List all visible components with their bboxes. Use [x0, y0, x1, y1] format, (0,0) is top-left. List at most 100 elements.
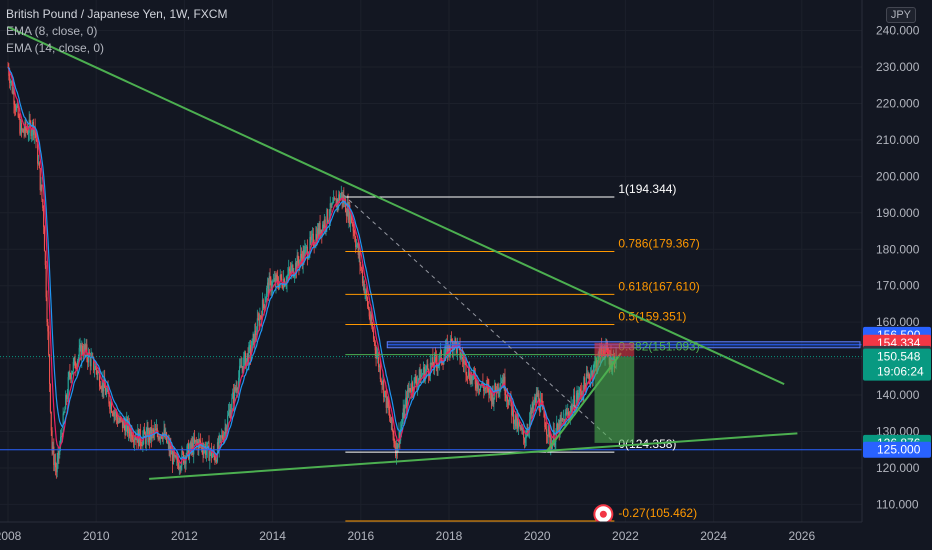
candle-body: [495, 383, 497, 391]
candle-body: [262, 299, 264, 305]
y-tick-label: 220.000: [876, 96, 920, 110]
candle-body: [417, 378, 420, 383]
candle-body: [166, 441, 168, 443]
candle-body: [576, 393, 578, 400]
candle-body: [258, 318, 260, 327]
candle-body: [408, 388, 410, 392]
candle-body: [114, 412, 116, 414]
candle-body: [51, 430, 53, 451]
candle-body: [59, 446, 61, 456]
candle-body: [80, 345, 82, 360]
candle-body: [543, 407, 545, 418]
candle-body: [222, 435, 224, 439]
candle-body: [41, 184, 43, 200]
candle-body: [326, 209, 328, 227]
candle-body: [399, 431, 401, 441]
candle-body: [523, 437, 526, 443]
candle-body: [558, 423, 560, 435]
candle-body: [177, 456, 179, 463]
candle-body: [375, 350, 377, 358]
candle-body: [292, 265, 294, 277]
candle-body: [176, 456, 178, 459]
candle-body: [52, 446, 54, 451]
candle-body: [316, 234, 318, 244]
candle-body: [539, 407, 541, 413]
x-tick-label: 2010: [83, 529, 110, 543]
candle-body: [372, 331, 375, 339]
candle-body: [423, 367, 425, 381]
candle-body: [466, 374, 468, 377]
candle-body: [36, 141, 38, 142]
candle-body: [535, 392, 537, 403]
candle-body: [38, 162, 40, 169]
candle-body: [141, 445, 143, 447]
candle-body: [480, 385, 482, 387]
candle-body: [372, 326, 374, 332]
candle-body: [238, 377, 240, 390]
candle-body: [378, 365, 381, 368]
candle-body: [272, 280, 274, 282]
candle-body: [557, 423, 559, 430]
candle-body: [122, 420, 124, 429]
symbol-title[interactable]: British Pound / Japanese Yen, 1W, FXCM: [6, 7, 228, 21]
candle-body: [21, 129, 23, 131]
candle-body: [150, 427, 152, 439]
candle-body: [252, 333, 254, 339]
candle-body: [404, 404, 406, 418]
candle-body: [450, 338, 453, 342]
candle-body: [364, 292, 366, 294]
candle-body: [330, 203, 332, 208]
candle-body: [446, 343, 448, 358]
candle-body: [116, 417, 118, 424]
ema-14-label[interactable]: EMA (14, close, 0): [6, 41, 105, 55]
candle-body: [254, 330, 256, 346]
candle-body: [221, 435, 223, 438]
candle-body: [211, 454, 213, 458]
candle-body: [158, 437, 160, 440]
candle-body: [409, 388, 411, 392]
candle-body: [225, 427, 227, 434]
candle-body: [63, 412, 65, 414]
candle-body: [173, 450, 175, 456]
candle-body: [573, 395, 576, 412]
candle-body: [493, 397, 495, 405]
candle-body: [309, 237, 311, 253]
candle-body: [589, 378, 591, 382]
candle-body: [421, 374, 423, 376]
candle-body: [117, 421, 119, 424]
candle-body: [439, 353, 441, 363]
candle-body: [491, 389, 493, 402]
candle-body: [413, 377, 415, 392]
candle-body: [473, 370, 475, 376]
candle-body: [215, 459, 217, 462]
candle-body: [189, 442, 191, 450]
candle-body: [428, 375, 431, 377]
candle-body: [546, 434, 548, 437]
candle-body: [199, 439, 201, 441]
candle-body: [477, 380, 479, 390]
candle-body: [337, 199, 339, 204]
currency-badge[interactable]: JPY: [885, 7, 916, 23]
y-tick-label: 180.000: [876, 242, 920, 256]
fib-level-label: 1(194.344): [618, 182, 676, 196]
candle-body: [15, 105, 18, 111]
candle-body: [228, 409, 230, 413]
candle-body: [512, 406, 514, 416]
candle-body: [304, 248, 306, 260]
candle-body: [300, 253, 302, 261]
candle-body: [358, 252, 360, 255]
ema-8-label[interactable]: EMA (8, close, 0): [6, 24, 98, 38]
candle-body: [64, 409, 66, 413]
candle-body: [8, 67, 10, 76]
candle-body: [275, 275, 277, 285]
candle-body: [9, 75, 11, 84]
candle-body: [124, 425, 126, 435]
candle-body: [488, 385, 490, 395]
candle-body: [155, 429, 157, 431]
candle-body: [502, 379, 504, 388]
candle-body: [217, 442, 219, 449]
candle-body: [371, 314, 373, 327]
price-label-text: 125.000: [877, 443, 921, 457]
candle-body: [562, 418, 564, 421]
